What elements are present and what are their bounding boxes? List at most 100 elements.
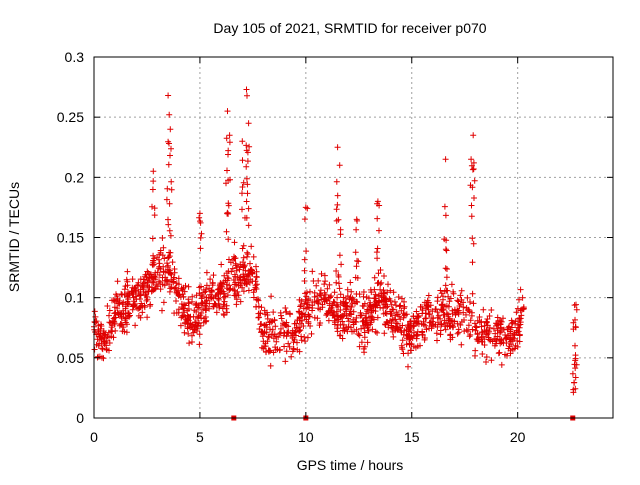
data-point: [189, 298, 195, 305]
data-point: [160, 263, 167, 270]
data-point: [126, 292, 133, 299]
data-point: [268, 293, 275, 300]
data-point: [135, 312, 142, 319]
data-point: [213, 309, 220, 316]
data-point: [192, 322, 199, 329]
data-point: [437, 287, 444, 294]
data-point: [298, 333, 305, 340]
data-point: [309, 307, 316, 314]
data-point: [255, 303, 262, 310]
data-point: [362, 321, 369, 327]
data-point: [94, 336, 101, 343]
data-point: [142, 271, 149, 278]
data-point: [165, 254, 172, 261]
data-point: [195, 314, 202, 321]
data-point: [164, 185, 171, 192]
data-point: [226, 139, 233, 146]
data-point: [233, 267, 240, 274]
data-point: [144, 268, 151, 275]
data-point: [393, 324, 400, 331]
data-point: [160, 299, 167, 306]
data-point: [294, 346, 301, 353]
data-point: [366, 301, 373, 308]
data-point: [297, 327, 304, 333]
data-point: [334, 294, 341, 301]
data-point: [98, 323, 105, 329]
data-point: [518, 312, 525, 319]
data-point: [385, 281, 391, 288]
data-point: [506, 343, 513, 350]
data-point: [196, 341, 203, 348]
data-point: [243, 175, 250, 182]
data-point: [239, 157, 246, 164]
data-point: [505, 332, 512, 339]
data-point: [496, 349, 503, 356]
data-point: [370, 307, 377, 314]
data-point: [296, 314, 303, 320]
data-point: [208, 289, 215, 295]
data-point: [278, 315, 285, 322]
data-point: [196, 284, 203, 291]
data-point: [441, 203, 448, 210]
data-point: [427, 319, 434, 326]
data-point: [201, 289, 208, 296]
data-point: [175, 275, 182, 282]
data-point: [181, 288, 188, 295]
data-point: [463, 326, 470, 333]
data-point: [230, 286, 236, 293]
data-point: [185, 296, 192, 303]
data-point: [287, 311, 294, 318]
data-point: [245, 271, 252, 278]
data-point: [463, 305, 470, 311]
data-point: [263, 321, 270, 328]
data-point: [177, 322, 184, 329]
data-point: [224, 108, 231, 115]
data-point: [403, 311, 410, 318]
data-point: [464, 294, 471, 301]
data-point: [364, 324, 371, 331]
data-point: [193, 300, 200, 307]
x-axis-label: GPS time / hours: [297, 457, 404, 473]
data-point: [267, 362, 274, 369]
data-point: [151, 273, 158, 280]
data-point: [124, 268, 131, 275]
data-point: [337, 291, 344, 298]
data-point: [283, 309, 289, 316]
data-point: [481, 342, 488, 348]
data-point: [317, 306, 324, 313]
data-point: [185, 300, 192, 307]
data-point: [149, 235, 156, 242]
data-point: [258, 329, 265, 336]
data-point: [508, 336, 515, 343]
data-point: [494, 327, 501, 334]
data-point: [377, 281, 384, 288]
data-point: [240, 262, 246, 269]
data-point: [301, 278, 308, 284]
data-point: [266, 347, 273, 354]
data-point: [185, 283, 192, 290]
data-point: [400, 314, 407, 321]
data-point: [225, 147, 232, 154]
data-point: [149, 186, 156, 193]
data-point: [240, 242, 247, 249]
data-point: [331, 289, 338, 296]
data-point: [307, 288, 313, 295]
data-point: [97, 330, 103, 337]
data-point: [572, 316, 578, 323]
data-point: [249, 269, 256, 275]
y-axis-label: SRMTID / TECUs: [6, 182, 22, 292]
data-point: [269, 331, 275, 338]
data-point: [437, 327, 444, 334]
data-point: [91, 308, 98, 315]
data-point: [498, 339, 505, 346]
data-point: [307, 323, 314, 329]
data-point: [278, 312, 284, 319]
data-point: [291, 320, 298, 327]
data-point: [289, 348, 296, 355]
data-point: [225, 236, 232, 243]
data-point: [106, 347, 112, 354]
data-point: [298, 337, 305, 344]
data-point: [239, 138, 246, 145]
data-point: [381, 330, 388, 337]
data-point: [390, 289, 397, 296]
